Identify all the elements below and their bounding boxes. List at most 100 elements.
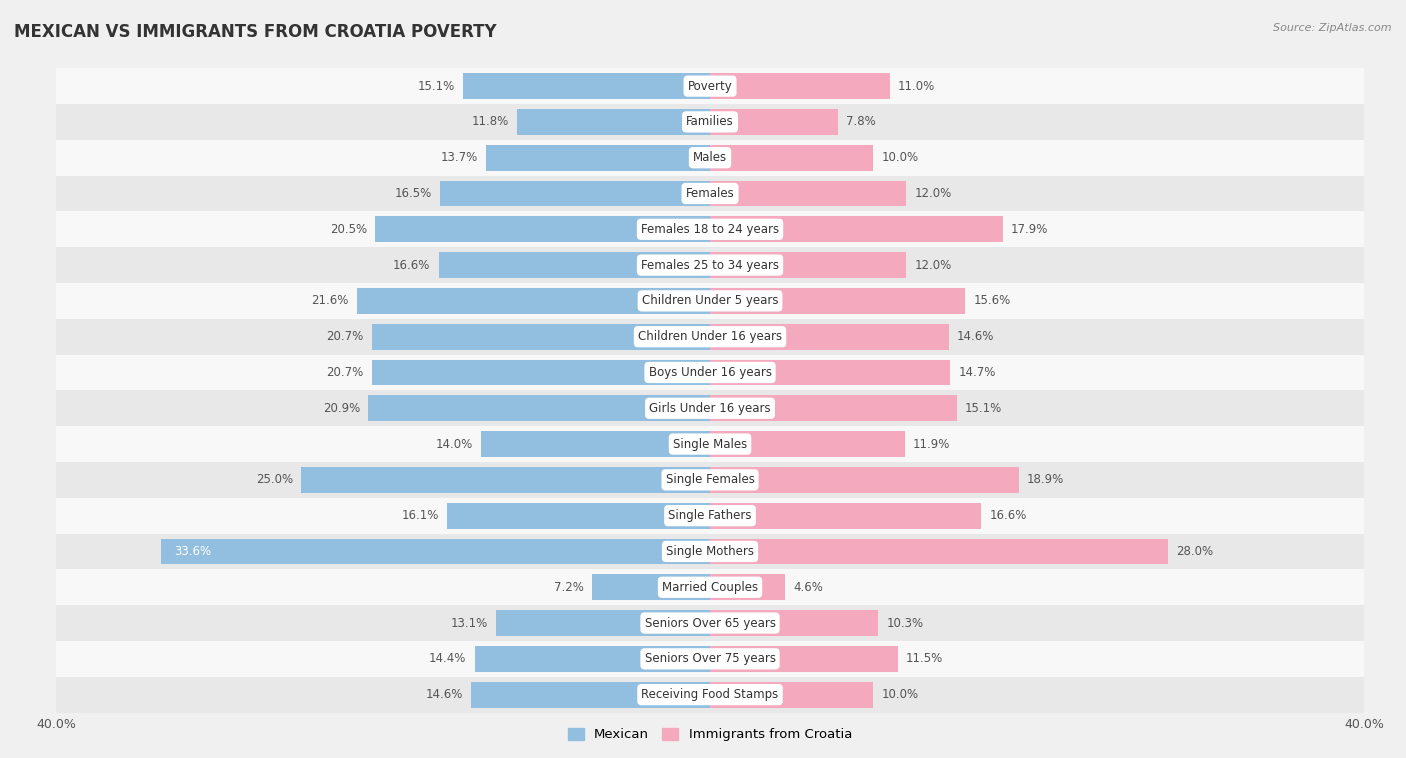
Text: 7.8%: 7.8%: [845, 115, 876, 128]
Bar: [371, 359, 710, 385]
Text: 20.7%: 20.7%: [326, 366, 364, 379]
Bar: [368, 396, 710, 421]
Bar: [486, 145, 710, 171]
Text: 14.6%: 14.6%: [957, 330, 994, 343]
Text: Girls Under 16 years: Girls Under 16 years: [650, 402, 770, 415]
Text: 17.9%: 17.9%: [1011, 223, 1047, 236]
Bar: [447, 503, 710, 528]
Text: 12.0%: 12.0%: [914, 258, 952, 271]
Text: 16.5%: 16.5%: [395, 187, 432, 200]
Text: 15.1%: 15.1%: [965, 402, 1002, 415]
Text: Boys Under 16 years: Boys Under 16 years: [648, 366, 772, 379]
Bar: [463, 74, 710, 99]
Text: 11.9%: 11.9%: [912, 437, 950, 450]
Text: 15.6%: 15.6%: [973, 294, 1011, 308]
Bar: [710, 539, 1167, 565]
Bar: [481, 431, 710, 457]
Bar: [160, 539, 710, 565]
Bar: [371, 324, 710, 349]
Bar: [56, 462, 1364, 498]
Text: 16.6%: 16.6%: [990, 509, 1026, 522]
Text: 20.7%: 20.7%: [326, 330, 364, 343]
Text: MEXICAN VS IMMIGRANTS FROM CROATIA POVERTY: MEXICAN VS IMMIGRANTS FROM CROATIA POVER…: [14, 23, 496, 41]
Text: 10.0%: 10.0%: [882, 688, 918, 701]
Text: Seniors Over 65 years: Seniors Over 65 years: [644, 616, 776, 630]
Bar: [710, 681, 873, 707]
Bar: [710, 503, 981, 528]
Text: 14.7%: 14.7%: [959, 366, 995, 379]
Text: 14.0%: 14.0%: [436, 437, 472, 450]
Text: Children Under 5 years: Children Under 5 years: [641, 294, 779, 308]
Text: 33.6%: 33.6%: [174, 545, 211, 558]
Text: 7.2%: 7.2%: [554, 581, 583, 594]
Bar: [56, 68, 1364, 104]
Text: 15.1%: 15.1%: [418, 80, 456, 92]
Text: Females: Females: [686, 187, 734, 200]
Bar: [56, 211, 1364, 247]
Bar: [710, 610, 879, 636]
Text: 10.0%: 10.0%: [882, 151, 918, 164]
Text: Females 25 to 34 years: Females 25 to 34 years: [641, 258, 779, 271]
Bar: [710, 217, 1002, 243]
Bar: [375, 217, 710, 243]
Bar: [56, 283, 1364, 319]
Text: Receiving Food Stamps: Receiving Food Stamps: [641, 688, 779, 701]
Text: Children Under 16 years: Children Under 16 years: [638, 330, 782, 343]
Text: 16.6%: 16.6%: [394, 258, 430, 271]
Text: 16.1%: 16.1%: [401, 509, 439, 522]
Bar: [56, 319, 1364, 355]
Text: Families: Families: [686, 115, 734, 128]
Bar: [475, 646, 710, 672]
Text: Single Males: Single Males: [673, 437, 747, 450]
Text: 10.3%: 10.3%: [887, 616, 924, 630]
Bar: [56, 534, 1364, 569]
Bar: [710, 324, 949, 349]
Bar: [710, 575, 785, 600]
Text: 4.6%: 4.6%: [793, 581, 824, 594]
Bar: [592, 575, 710, 600]
Text: 14.6%: 14.6%: [426, 688, 463, 701]
Bar: [710, 145, 873, 171]
Bar: [710, 252, 905, 278]
Bar: [517, 109, 710, 135]
Text: 21.6%: 21.6%: [312, 294, 349, 308]
Text: Single Females: Single Females: [665, 473, 755, 487]
Bar: [471, 681, 710, 707]
Bar: [439, 252, 710, 278]
Bar: [56, 605, 1364, 641]
Bar: [56, 104, 1364, 139]
Text: 20.9%: 20.9%: [323, 402, 360, 415]
Text: 25.0%: 25.0%: [256, 473, 294, 487]
Text: 13.1%: 13.1%: [450, 616, 488, 630]
Bar: [710, 180, 905, 206]
Bar: [710, 74, 890, 99]
Text: 14.4%: 14.4%: [429, 653, 467, 666]
Bar: [56, 426, 1364, 462]
Text: 20.5%: 20.5%: [329, 223, 367, 236]
Text: Poverty: Poverty: [688, 80, 733, 92]
Text: Single Fathers: Single Fathers: [668, 509, 752, 522]
Legend: Mexican, Immigrants from Croatia: Mexican, Immigrants from Croatia: [568, 728, 852, 741]
Bar: [440, 180, 710, 206]
Bar: [56, 139, 1364, 176]
Bar: [710, 467, 1019, 493]
Text: Seniors Over 75 years: Seniors Over 75 years: [644, 653, 776, 666]
Bar: [710, 646, 898, 672]
Bar: [56, 355, 1364, 390]
Text: 11.5%: 11.5%: [905, 653, 943, 666]
Text: Married Couples: Married Couples: [662, 581, 758, 594]
Bar: [56, 677, 1364, 713]
Text: 18.9%: 18.9%: [1028, 473, 1064, 487]
Bar: [56, 569, 1364, 605]
Bar: [710, 396, 957, 421]
Text: Source: ZipAtlas.com: Source: ZipAtlas.com: [1274, 23, 1392, 33]
Bar: [496, 610, 710, 636]
Bar: [710, 431, 904, 457]
Text: Females 18 to 24 years: Females 18 to 24 years: [641, 223, 779, 236]
Bar: [56, 390, 1364, 426]
Text: 12.0%: 12.0%: [914, 187, 952, 200]
Text: Males: Males: [693, 151, 727, 164]
Text: 11.0%: 11.0%: [898, 80, 935, 92]
Text: Single Mothers: Single Mothers: [666, 545, 754, 558]
Bar: [357, 288, 710, 314]
